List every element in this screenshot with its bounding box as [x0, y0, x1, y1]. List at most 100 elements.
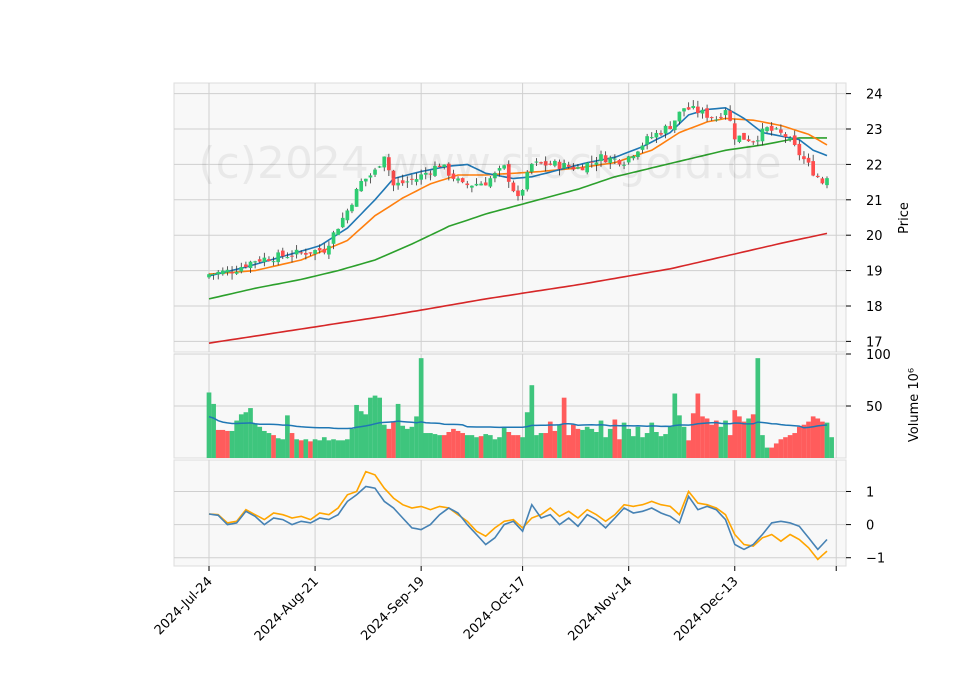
candle-body	[299, 252, 304, 254]
candle-body	[451, 173, 456, 179]
candle-body	[649, 137, 654, 139]
volume-bar	[464, 435, 470, 458]
candle-body	[350, 204, 354, 212]
volume-bar	[644, 433, 650, 458]
volume-bar	[658, 436, 664, 458]
candle-body	[253, 261, 257, 263]
volume-bar	[372, 395, 378, 458]
candle-body	[483, 182, 488, 186]
candle-body	[548, 163, 553, 165]
price-panel: 17 18 19 20 21 22 23 24 Price	[173, 82, 912, 353]
candle-body	[820, 178, 825, 184]
candle-body	[377, 166, 382, 168]
volume-bar	[220, 429, 226, 458]
volume-bar	[810, 416, 816, 458]
volume-bar	[497, 437, 502, 458]
volume-bar	[492, 439, 498, 458]
candle-body	[257, 259, 262, 262]
candle-body	[622, 164, 626, 166]
candle-body	[732, 123, 737, 140]
volume-bar	[681, 426, 687, 458]
x-tick-label: 2024-Dec-13	[671, 574, 741, 644]
candle-body	[617, 159, 622, 165]
x-tick-label: 2024-Aug-21	[252, 574, 322, 644]
volume-bar	[483, 434, 489, 458]
volume-bar	[252, 423, 258, 458]
candle-body	[788, 138, 792, 140]
candle-body	[599, 154, 603, 162]
candle-body	[308, 252, 313, 254]
volume-bar	[215, 429, 221, 458]
volume-bar	[686, 440, 691, 458]
volume-bar	[630, 436, 636, 458]
volume-bar	[732, 410, 738, 458]
volume-bar	[243, 412, 249, 458]
candle-body	[668, 126, 673, 129]
price-tick-label: 20	[866, 229, 883, 244]
candle-body	[705, 108, 709, 118]
volume-bar	[225, 430, 230, 458]
price-tick-label: 21	[866, 194, 883, 209]
sma-short-line	[208, 106, 828, 277]
candle-body	[663, 125, 668, 134]
oscillator-tick-label: 0	[866, 519, 874, 534]
price-tick-label: 23	[866, 123, 883, 138]
candle-body	[672, 120, 677, 131]
volume-bar	[515, 435, 521, 458]
volume-bar	[234, 420, 240, 458]
volume-bar	[640, 437, 645, 458]
candle-body	[493, 172, 497, 179]
volume-bar	[783, 437, 788, 458]
volume-bar	[594, 432, 599, 458]
candle-body	[230, 272, 234, 274]
volume-bar	[289, 433, 295, 458]
candle-body	[456, 178, 460, 181]
oscillator-panel-background	[173, 459, 847, 567]
volume-bar	[395, 403, 401, 458]
volume-bar	[538, 433, 544, 458]
volume-bar	[829, 437, 834, 458]
x-tick-label: 2024-Jul-24	[152, 574, 216, 638]
price-tick-label: 17	[866, 335, 883, 350]
volume-bar	[677, 415, 682, 458]
candle-body	[746, 139, 751, 142]
volume-bar	[769, 447, 775, 458]
candle-body	[437, 165, 442, 168]
volume-bar	[455, 430, 461, 458]
candle-body	[802, 156, 806, 160]
price-tick-label: 24	[866, 88, 883, 103]
price-axis-label: Price	[897, 202, 912, 234]
watermark: (c)2024 www.stockgold.de	[198, 138, 781, 189]
candle-body	[580, 167, 585, 171]
volume-bar	[275, 438, 281, 458]
candle-body	[626, 156, 631, 163]
volume-bar	[331, 439, 336, 458]
candle-body	[216, 271, 221, 275]
volume-bar	[478, 436, 484, 458]
candle-body	[516, 190, 520, 197]
candle-body	[294, 249, 299, 255]
candle-body	[608, 157, 613, 163]
price-tick-label: 19	[866, 265, 883, 280]
candle-body	[631, 156, 636, 159]
candle-body	[636, 151, 640, 157]
volume-bar	[561, 397, 567, 458]
candle-body	[825, 178, 829, 186]
candle-body	[262, 257, 267, 263]
candle-body	[525, 172, 530, 190]
volume-bar	[667, 426, 673, 458]
oscillator-signal-line	[208, 470, 828, 561]
candle-body	[317, 248, 322, 251]
volume-bar	[607, 428, 613, 458]
candle-body	[571, 166, 576, 170]
candle-body	[765, 127, 769, 132]
candle-body	[373, 169, 377, 175]
candle-body	[313, 250, 317, 254]
candle-body	[285, 257, 290, 259]
candle-body	[640, 145, 645, 150]
candle-body	[714, 119, 719, 121]
candle-body	[506, 164, 511, 182]
candle-body	[488, 178, 493, 187]
volume-bar	[603, 437, 608, 458]
